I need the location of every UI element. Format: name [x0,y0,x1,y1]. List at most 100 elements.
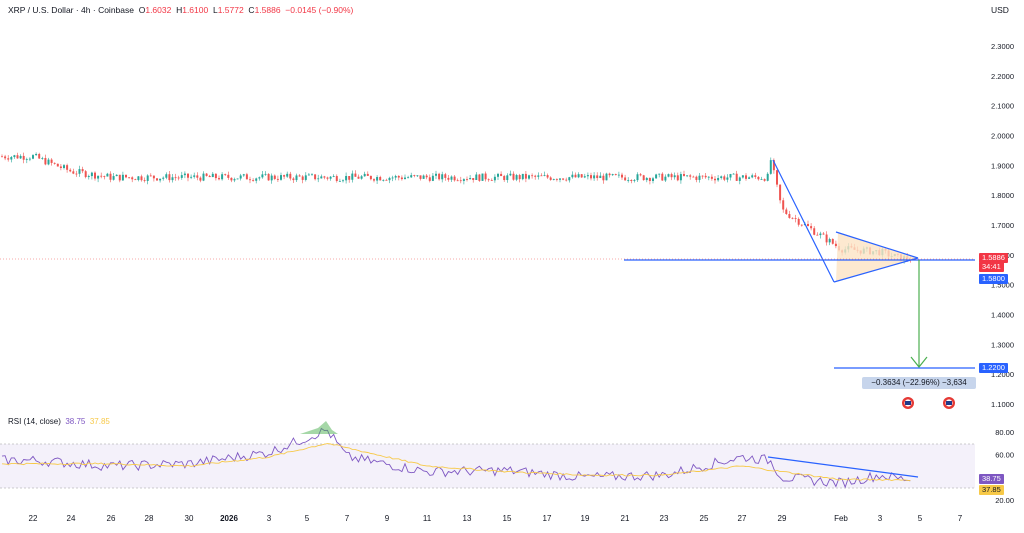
candle-down [639,174,642,176]
candle-up [481,173,484,181]
candle-down [490,180,493,181]
price-tick-label: 1.8000 [991,191,1014,200]
high-label: H [176,5,183,15]
candle-up [90,172,93,177]
candle-down [249,179,251,181]
candle-down [791,217,794,219]
countdown-tag: 34:41 [979,262,1004,272]
candles [1,152,912,264]
candle-down [676,175,679,181]
candle-down [701,175,704,177]
time-tick-label: 29 [778,514,787,523]
candle-down [366,173,369,176]
open-value: 1.6032 [145,5,172,15]
candle-down [745,175,747,179]
rsi-tick-label: 80.00 [995,428,1014,437]
candle-up [707,176,710,178]
candle-up [537,175,540,177]
candle-down [38,153,41,159]
candle-down [156,178,158,181]
candle-up [329,176,332,179]
candle-down [500,173,503,177]
candle-down [4,156,7,159]
candle-down [205,173,208,176]
candle-down [50,159,53,163]
candle-up [515,175,518,180]
candle-up [159,178,162,181]
candle-down [152,175,155,179]
candle-up [190,176,193,178]
rsi-ma-line [1,443,911,481]
candle-down [822,233,825,235]
rsi-label: RSI (14, close) [8,417,61,426]
candle-down [199,177,202,181]
candle-down [608,173,611,176]
candle-down [735,173,738,181]
rsi-line [1,427,911,489]
candle-down [487,179,490,181]
flag-icon[interactable] [902,397,914,409]
candle-up [593,175,596,179]
candle-down [590,175,592,179]
time-tick-label: 23 [660,514,669,523]
candle-up [351,173,354,180]
price-tick-label: 1.4000 [991,311,1014,320]
flag-icon[interactable] [943,397,955,409]
candle-up [441,174,444,180]
close-label: C [248,5,255,15]
candle-down [208,175,211,178]
currency-label[interactable]: USD [991,5,1009,15]
candle-down [825,234,828,243]
candle-down [624,177,627,181]
candle-down [695,176,698,180]
candle-down [531,175,534,177]
candle-down [754,175,757,177]
candle-up [748,177,751,179]
candle-down [283,175,286,177]
candle-down [84,171,87,178]
candle-up [295,175,298,181]
candle-down [230,177,233,181]
candle-down [444,174,447,178]
close-value: 1.5886 [254,5,281,15]
candle-down [323,176,326,178]
candle-up [410,175,413,178]
rsi-axis: 80.00 60.00 20.00 [995,428,1014,505]
candle-up [165,174,168,178]
candle-down [335,176,338,181]
candle-up [497,173,499,177]
candle-down [714,178,716,181]
candle-down [56,163,59,167]
price-tick-label: 2.0000 [991,132,1014,141]
candle-down [413,175,416,176]
rsi-tick-label: 60.00 [995,451,1014,460]
candle-down [81,169,84,172]
candle-down [683,174,685,176]
candle-up [360,176,363,179]
candle-up [382,179,385,181]
candle-up [32,155,34,159]
candle-down [252,180,255,181]
candle-down [94,172,96,179]
candle-down [397,175,400,178]
candle-down [289,173,292,179]
candle-down [692,176,695,178]
candle-down [419,175,422,179]
candle-up [78,169,81,174]
candle-up [255,178,258,181]
candle-up [106,173,109,177]
candle-down [797,218,800,225]
time-tick-label: 3 [267,514,272,523]
candle-up [521,173,524,180]
candle-down [314,174,317,180]
candle-down [540,175,543,177]
candle-up [583,176,586,178]
candle-down [763,179,766,181]
candle-up [25,159,28,161]
candle-up [332,176,335,177]
time-tick-label: 5 [918,514,923,523]
rsi-divergence-line [767,456,919,478]
flagpole-line [772,159,835,283]
candle-down [816,234,819,236]
low-label: L [212,5,218,15]
